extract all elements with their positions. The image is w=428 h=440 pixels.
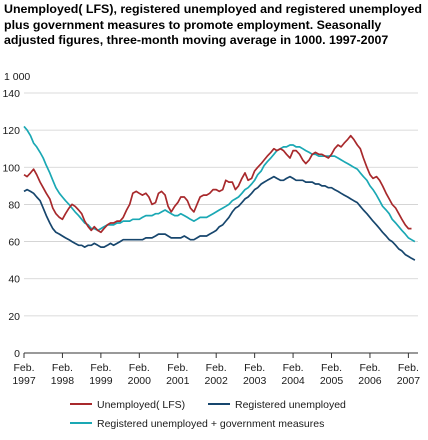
- chart-title: Unemployed( LFS), registered unemployed …: [4, 2, 422, 47]
- x-tick-label: Feb. 2003: [243, 362, 267, 387]
- y-axis-ticks: 0 20 40 60 80 100 120 140: [2, 88, 20, 360]
- legend: Unemployed( LFS) Registered unemployed Reg…: [70, 399, 346, 430]
- legend-label: Registered unemployed + government measu…: [97, 418, 324, 430]
- y-tick-label: 20: [8, 311, 20, 323]
- grid-lines: [24, 92, 418, 354]
- x-tick-label: Feb. 2006: [358, 362, 382, 387]
- x-tick-label: Feb. 1999: [89, 362, 113, 387]
- x-axis-ticks: Feb. 1997 Feb. 1998 Feb. 1999 Feb. 2000 Feb. 2001…: [12, 353, 420, 387]
- x-tick-label: Feb. 2000: [128, 362, 152, 387]
- y-tick-label: 40: [8, 274, 20, 286]
- y-tick-label: 140: [2, 88, 20, 100]
- series-line-3: [23, 125, 416, 243]
- x-tick-label: Feb. 2005: [320, 362, 344, 387]
- x-tick-label: Feb. 2002: [205, 362, 229, 387]
- y-axis-unit-label: 1 000: [4, 71, 30, 83]
- y-tick-label: 100: [2, 162, 20, 174]
- series-line-1: [23, 134, 412, 234]
- y-tick-label: 60: [8, 237, 20, 249]
- x-tick-label: Feb. 1997: [12, 362, 36, 387]
- legend-label: Unemployed( LFS): [97, 399, 185, 411]
- y-tick-label: 80: [8, 199, 20, 211]
- y-tick-label: 0: [14, 348, 20, 360]
- x-tick-label: Feb. 2004: [281, 362, 305, 387]
- y-tick-label: 120: [2, 125, 20, 137]
- legend-label: Registered unemployed: [235, 399, 346, 411]
- series-lines: [23, 125, 416, 261]
- x-tick-label: Feb. 1998: [51, 362, 75, 387]
- x-tick-label: Feb. 2007: [397, 362, 421, 387]
- series-line-2: [23, 175, 416, 261]
- x-tick-label: Feb. 2001: [166, 362, 190, 387]
